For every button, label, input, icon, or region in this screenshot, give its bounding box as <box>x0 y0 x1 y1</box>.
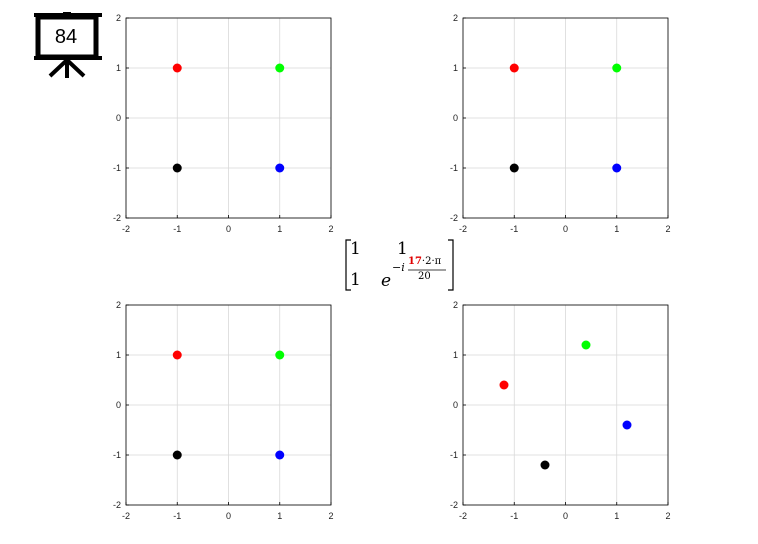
matrix-frac-denominator: 20 <box>418 271 431 282</box>
y-tick-label: -2 <box>450 213 458 223</box>
x-tick-label: -2 <box>122 224 130 234</box>
data-point <box>172 63 182 73</box>
x-tick-label: -1 <box>173 224 181 234</box>
y-tick-label: 1 <box>453 350 458 360</box>
matrix-frac-numerator: 17·2·π <box>408 256 441 267</box>
x-tick-label: 2 <box>328 224 333 234</box>
y-tick-label: -2 <box>113 213 121 223</box>
chart-4: -2 -1 0 1 2 2 1 0 -1 -2 <box>450 300 671 521</box>
data-point <box>275 450 285 460</box>
x-tick-label: -2 <box>459 224 467 234</box>
x-tick-label: -1 <box>510 224 518 234</box>
x-tick-label: 2 <box>665 224 670 234</box>
data-point <box>172 350 182 360</box>
y-tick-label: 1 <box>453 63 458 73</box>
matrix-exp-base: e <box>381 271 392 291</box>
slide-number-badge: 84 <box>32 12 104 80</box>
chart-2: -2 -1 0 1 2 2 1 0 -1 -2 <box>450 13 671 234</box>
data-point <box>172 163 182 173</box>
matrix-exp-prefix: −i <box>392 261 405 274</box>
x-tick-label: 0 <box>226 224 231 234</box>
x-tick-label: -2 <box>122 511 130 521</box>
x-tick-label: 0 <box>563 511 568 521</box>
y-tick-label: -2 <box>450 500 458 510</box>
data-point <box>275 350 285 360</box>
matrix-r1c1: 1 <box>350 239 361 259</box>
x-tick-label: -2 <box>459 511 467 521</box>
y-tick-label: 0 <box>116 400 121 410</box>
x-tick-label: 2 <box>665 511 670 521</box>
data-point <box>275 63 285 73</box>
fraction-bar <box>408 269 446 271</box>
data-point <box>172 450 182 460</box>
y-tick-label: -2 <box>113 500 121 510</box>
y-tick-label: 0 <box>453 113 458 123</box>
x-tick-label: 0 <box>226 511 231 521</box>
x-tick-label: 1 <box>277 224 282 234</box>
x-tick-label: 0 <box>563 224 568 234</box>
frac-rest: ·2·π <box>421 256 442 267</box>
x-tick-label: 1 <box>614 224 619 234</box>
y-tick-label: 2 <box>453 300 458 310</box>
x-tick-label: -1 <box>173 511 181 521</box>
matrix-expression: 1 1 1 e −i 17·2·π 20 <box>344 238 456 292</box>
data-point <box>612 63 622 73</box>
data-point <box>622 420 632 430</box>
frac-highlight-number: 17 <box>408 256 422 267</box>
data-point <box>509 63 519 73</box>
data-point <box>509 163 519 173</box>
y-tick-label: -1 <box>450 163 458 173</box>
chart-1: -2 -1 0 1 2 2 1 0 -1 -2 <box>113 13 334 234</box>
chart-3: -2 -1 0 1 2 2 1 0 -1 -2 <box>113 300 334 521</box>
y-tick-label: -1 <box>450 450 458 460</box>
slide-number: 84 <box>54 26 78 48</box>
y-tick-label: 1 <box>116 63 121 73</box>
matrix-r1c2: 1 <box>397 239 408 259</box>
x-tick-label: 1 <box>614 511 619 521</box>
matrix-brackets <box>345 239 454 291</box>
y-tick-label: 1 <box>116 350 121 360</box>
data-point <box>612 163 622 173</box>
x-tick-label: 1 <box>277 511 282 521</box>
y-tick-label: -1 <box>113 163 121 173</box>
data-point <box>275 163 285 173</box>
presentation-screen-icon <box>34 12 102 78</box>
y-tick-label: 2 <box>453 13 458 23</box>
y-tick-label: 0 <box>453 400 458 410</box>
y-tick-label: 2 <box>116 300 121 310</box>
matrix-r2c1: 1 <box>350 270 361 290</box>
y-tick-label: 2 <box>116 13 121 23</box>
x-tick-label: -1 <box>510 511 518 521</box>
data-point <box>581 340 591 350</box>
data-point <box>499 380 509 390</box>
y-tick-label: 0 <box>116 113 121 123</box>
y-tick-label: -1 <box>113 450 121 460</box>
x-tick-label: 2 <box>328 511 333 521</box>
data-point <box>540 460 550 470</box>
